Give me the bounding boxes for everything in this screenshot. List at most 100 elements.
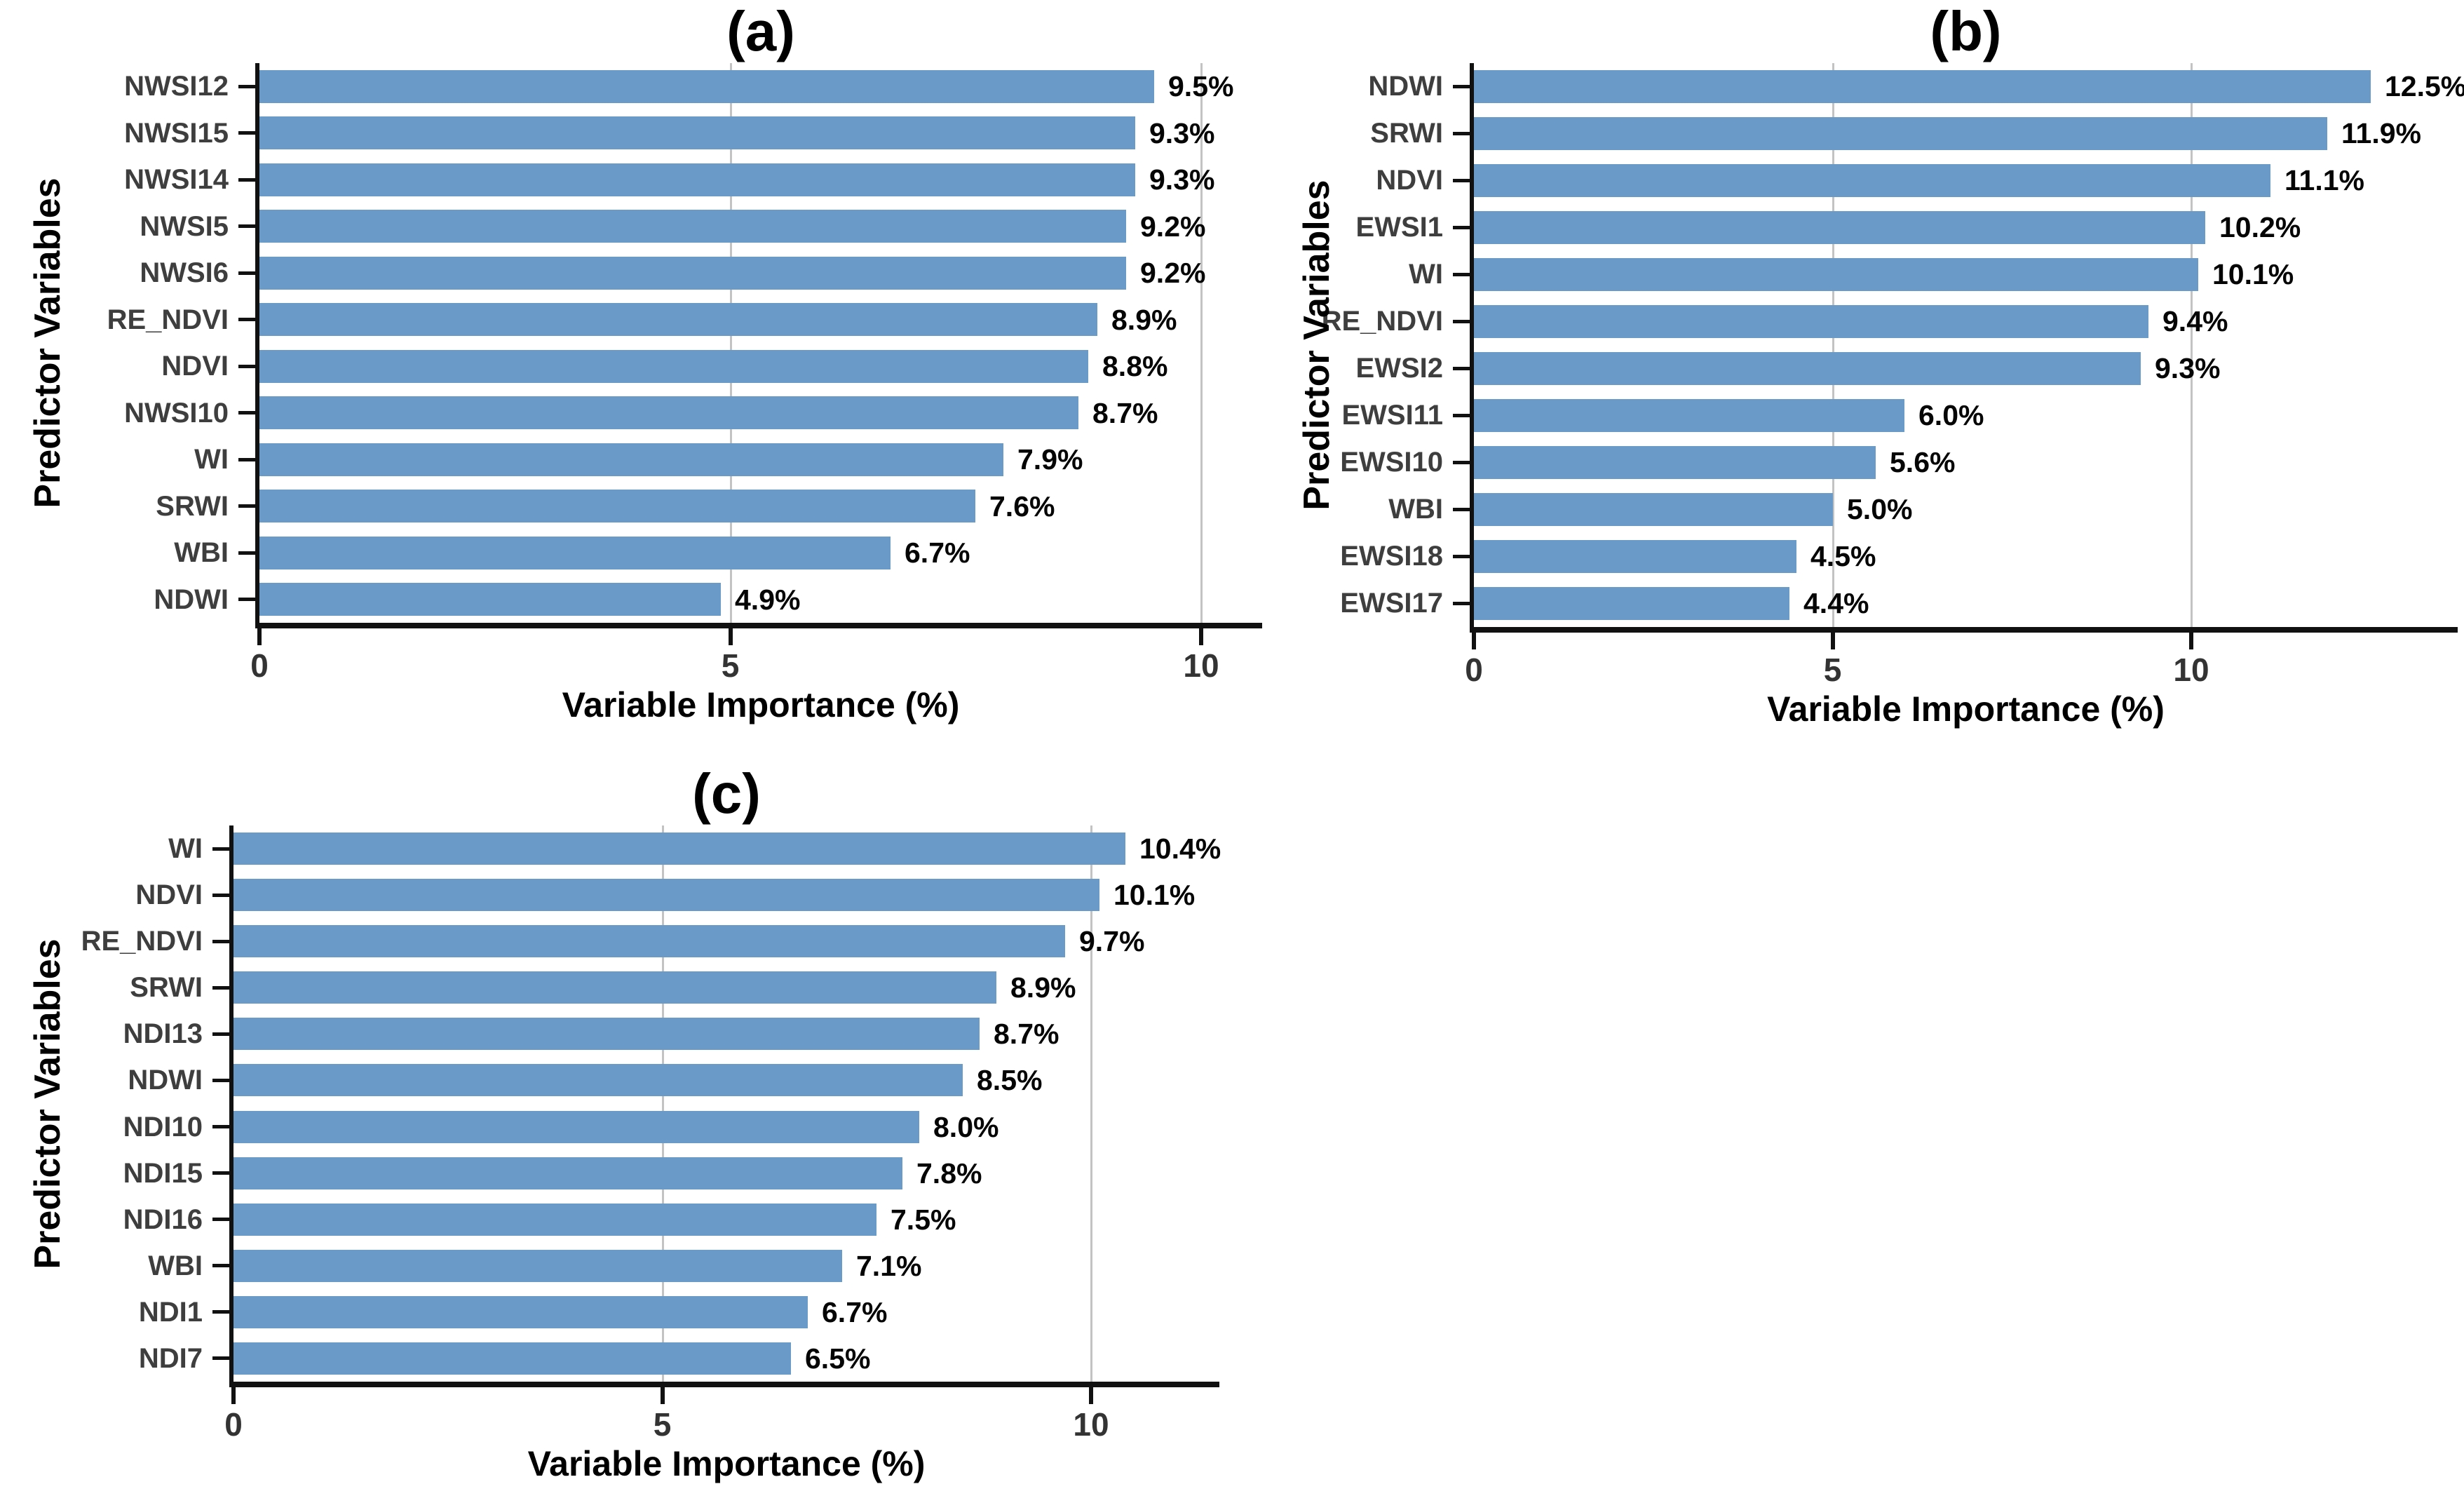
category-tick-label-WI: WI — [168, 833, 203, 864]
bar-value-label-EWSI10: 5.6% — [1890, 446, 1956, 478]
bar-value-label-NWSI14: 9.3% — [1149, 163, 1215, 196]
x-tick-0 — [257, 628, 262, 645]
x-tick-10 — [1199, 628, 1203, 645]
bar-WI — [1474, 258, 2198, 291]
chart-c-x-axis-label: Variable Importance (%) — [527, 1444, 926, 1483]
category-tick-NDWI — [238, 598, 259, 602]
category-tick-EWSI2 — [1453, 367, 1474, 370]
category-tick-EWSI11 — [1453, 414, 1474, 417]
category-tick-RE_NDVI — [212, 939, 233, 943]
category-tick-RE_NDVI — [1453, 320, 1474, 323]
category-tick-label-NDWI: NDWI — [128, 1065, 203, 1096]
category-tick-label-RE_NDVI: RE_NDVI — [81, 926, 203, 957]
bar-value-label-NWSI12: 9.5% — [1168, 70, 1234, 102]
x-tick-label-0: 0 — [1465, 652, 1483, 688]
bar-value-label-EWSI1: 10.2% — [2219, 211, 2301, 243]
bar-NDWI — [233, 1064, 963, 1097]
bar-value-label-RE_NDVI: 9.4% — [2162, 305, 2228, 337]
bar-value-label-WBI: 6.7% — [905, 537, 970, 569]
category-tick-NWSI10 — [238, 411, 259, 415]
category-tick-NWSI5 — [238, 224, 259, 229]
chart-c: (c) Predictor Variables Variable Importa… — [0, 757, 1269, 1510]
bar-WBI — [259, 536, 891, 569]
category-tick-WBI — [212, 1264, 233, 1268]
category-tick-label-NDVI: NDVI — [1376, 165, 1443, 196]
x-tick-10 — [1089, 1387, 1093, 1404]
category-tick-label-WBI: WBI — [174, 537, 229, 568]
bar-WBI — [1474, 493, 1833, 526]
category-tick-label-WI: WI — [194, 444, 229, 475]
bar-value-label-NWSI10: 8.7% — [1092, 396, 1158, 429]
category-tick-label-EWSI10: EWSI10 — [1340, 447, 1443, 478]
gridline-x-10 — [1200, 63, 1203, 623]
category-tick-SRWI — [238, 504, 259, 508]
category-tick-NDI15 — [212, 1171, 233, 1175]
category-tick-label-NDI13: NDI13 — [123, 1018, 203, 1050]
category-tick-label-WI: WI — [1409, 259, 1443, 290]
category-tick-NDWI — [1453, 85, 1474, 88]
category-tick-label-SRWI: SRWI — [130, 972, 203, 1004]
bar-value-label-NDWI: 12.5% — [2385, 70, 2464, 102]
bar-value-label-NDI7: 6.5% — [805, 1342, 871, 1375]
bar-SRWI — [1474, 117, 2327, 150]
gridline-x-5 — [729, 63, 732, 623]
x-tick-label-0: 0 — [250, 647, 269, 684]
bar-WI — [233, 832, 1125, 865]
category-tick-label-NDI7: NDI7 — [138, 1342, 203, 1374]
category-tick-NWSI6 — [238, 271, 259, 275]
chart-a-y-axis-label: Predictor Variables — [27, 177, 68, 508]
category-tick-label-NDI15: NDI15 — [123, 1157, 203, 1189]
category-tick-NDI7 — [212, 1356, 233, 1361]
bar-EWSI2 — [1474, 352, 2141, 385]
y-axis-line — [255, 63, 259, 628]
bar-value-label-EWSI18: 4.5% — [1810, 540, 1876, 572]
x-tick-5 — [1830, 633, 1835, 649]
bar-value-label-NDWI: 8.5% — [977, 1064, 1043, 1097]
chart-b: (b) Predictor Variables Variable Importa… — [1269, 0, 2464, 754]
chart-a: (a) Predictor Variables Variable Importa… — [0, 0, 1269, 754]
category-tick-NDI1 — [212, 1310, 233, 1314]
category-tick-WI — [212, 847, 233, 851]
bar-value-label-EWSI2: 9.3% — [2155, 352, 2221, 384]
bar-NDI15 — [233, 1157, 902, 1189]
bar-NDI7 — [233, 1342, 791, 1375]
bar-value-label-NDWI: 4.9% — [735, 583, 801, 616]
bar-NWSI6 — [259, 256, 1126, 290]
category-tick-NDWI — [212, 1078, 233, 1082]
category-tick-label-EWSI2: EWSI2 — [1355, 353, 1443, 384]
category-tick-label-NWSI10: NWSI10 — [124, 397, 229, 429]
bar-value-label-RE_NDVI: 9.7% — [1079, 925, 1145, 958]
bar-value-label-NDI16: 7.5% — [891, 1203, 956, 1236]
bar-value-label-NDI10: 8.0% — [933, 1110, 999, 1143]
bar-value-label-SRWI: 7.6% — [989, 490, 1055, 523]
bar-NWSI12 — [259, 69, 1154, 103]
gridline-x-10 — [1090, 825, 1092, 1382]
bar-SRWI — [233, 971, 996, 1004]
chart-b-x-axis-label: Variable Importance (%) — [1767, 689, 2165, 729]
bar-EWSI10 — [1474, 446, 1876, 479]
bar-value-label-RE_NDVI: 8.9% — [1111, 303, 1177, 336]
category-tick-WBI — [238, 551, 259, 555]
bar-NWSI10 — [259, 396, 1078, 430]
category-tick-WBI — [1453, 508, 1474, 511]
x-tick-10 — [2189, 633, 2193, 649]
category-tick-SRWI — [1453, 132, 1474, 135]
bar-NDI10 — [233, 1110, 919, 1143]
bar-value-label-NDVI: 8.8% — [1102, 350, 1168, 382]
chart-a-x-axis-label: Variable Importance (%) — [562, 685, 960, 724]
category-tick-label-NDVI: NDVI — [161, 351, 229, 382]
x-tick-label-5: 5 — [1823, 652, 1842, 688]
category-tick-NDI10 — [212, 1125, 233, 1129]
x-tick-label-10: 10 — [1073, 1406, 1109, 1443]
bar-NWSI5 — [259, 210, 1126, 243]
category-tick-label-NWSI12: NWSI12 — [124, 71, 229, 102]
bar-NWSI14 — [259, 163, 1135, 196]
category-tick-label-RE_NDVI: RE_NDVI — [1321, 306, 1443, 337]
x-axis-line — [229, 1382, 1219, 1387]
category-tick-NDI13 — [212, 1032, 233, 1036]
category-tick-label-NWSI6: NWSI6 — [140, 257, 229, 288]
category-tick-label-EWSI1: EWSI1 — [1355, 212, 1443, 243]
bar-value-label-EWSI11: 6.0% — [1918, 399, 1984, 431]
bar-value-label-NDI1: 6.7% — [822, 1295, 888, 1328]
